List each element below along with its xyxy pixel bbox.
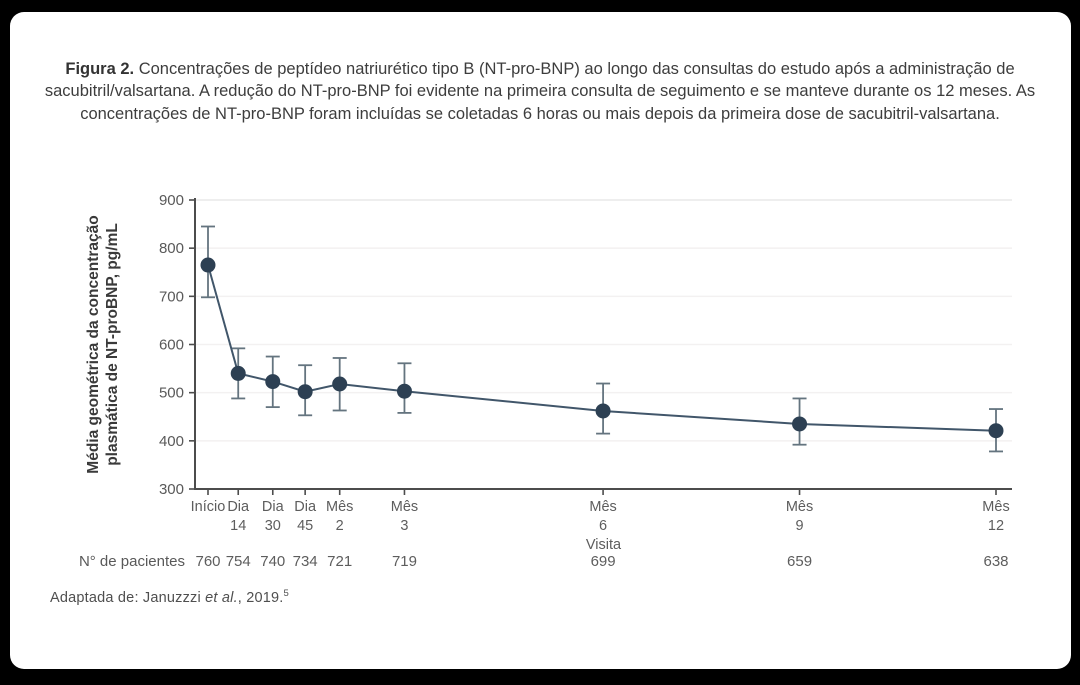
x-tick-label-1-line0: Dia — [227, 499, 250, 515]
y-tick-label-800: 800 — [159, 240, 184, 257]
patients-count-6: 699 — [591, 553, 616, 570]
y-tick-label-700: 700 — [159, 288, 184, 305]
x-tick-label-8-line1: 12 — [988, 518, 1004, 534]
source-note-suffix: , 2019. — [237, 589, 284, 606]
source-note-prefix: Adaptada de: Januzzzi — [50, 589, 206, 606]
y-tick-label-500: 500 — [159, 385, 184, 402]
patients-count-3: 734 — [293, 553, 318, 570]
data-point-6 — [595, 403, 611, 419]
x-tick-label-3-line0: Dia — [294, 499, 317, 515]
data-point-4 — [332, 376, 348, 392]
figure-caption: Figura 2. Concentrações de peptídeo natr… — [40, 58, 1040, 125]
source-note-authors: et al. — [205, 589, 238, 606]
patients-count-1: 754 — [226, 553, 251, 570]
x-tick-label-6-line1: 6 — [599, 518, 607, 534]
x-tick-label-0-line0: Início — [191, 499, 226, 515]
data-point-8 — [988, 423, 1004, 439]
data-point-0 — [200, 257, 216, 273]
x-tick-label-8-line0: Mês — [982, 499, 1009, 515]
x-tick-label-3-line1: 45 — [297, 518, 313, 534]
data-point-3 — [297, 384, 313, 400]
patients-row-label: N° de pacientes — [79, 553, 185, 570]
x-tick-label-1-line1: 14 — [230, 518, 246, 534]
patients-count-2: 740 — [260, 553, 285, 570]
x-tick-label-7-line1: 9 — [796, 518, 804, 534]
patients-count-8: 638 — [983, 553, 1008, 570]
figure-caption-text: Concentrações de peptídeo natriurético t… — [44, 60, 1036, 123]
x-tick-label-5-line0: Mês — [391, 499, 418, 515]
patients-count-5: 719 — [392, 553, 417, 570]
source-note-ref: 5 — [283, 588, 290, 599]
x-tick-label-2-line0: Dia — [262, 499, 285, 515]
y-tick-label-900: 900 — [159, 192, 184, 209]
x-axis-title: Visita — [586, 537, 622, 553]
x-tick-label-6-line0: Mês — [589, 499, 616, 515]
x-tick-label-4-line0: Mês — [326, 499, 353, 515]
y-tick-label-600: 600 — [159, 337, 184, 354]
figure-label: Figura 2. — [65, 60, 135, 78]
y-tick-label-300: 300 — [159, 481, 184, 498]
y-tick-label-400: 400 — [159, 433, 184, 450]
data-point-1 — [230, 365, 246, 381]
x-tick-label-5-line1: 3 — [400, 518, 408, 534]
source-note: Adaptada de: Januzzzi et al., 2019.5 — [50, 588, 289, 606]
x-tick-label-2-line1: 30 — [265, 518, 281, 534]
y-axis-title-line1: Média geométrica da concentração — [85, 215, 102, 473]
x-tick-label-4-line1: 2 — [336, 518, 344, 534]
patients-count-0: 760 — [195, 553, 220, 570]
y-axis-title: Média geométrica da concentração plasmáti… — [85, 215, 121, 473]
x-tick-label-7-line0: Mês — [786, 499, 813, 515]
patients-count-7: 659 — [787, 553, 812, 570]
data-point-7 — [792, 416, 808, 432]
figure-panel — [10, 12, 1071, 669]
patients-count-4: 721 — [327, 553, 352, 570]
data-point-2 — [265, 374, 281, 390]
y-axis-title-line2: plasmática de NT-proBNP, pg/mL — [104, 223, 121, 466]
data-point-5 — [396, 383, 412, 399]
